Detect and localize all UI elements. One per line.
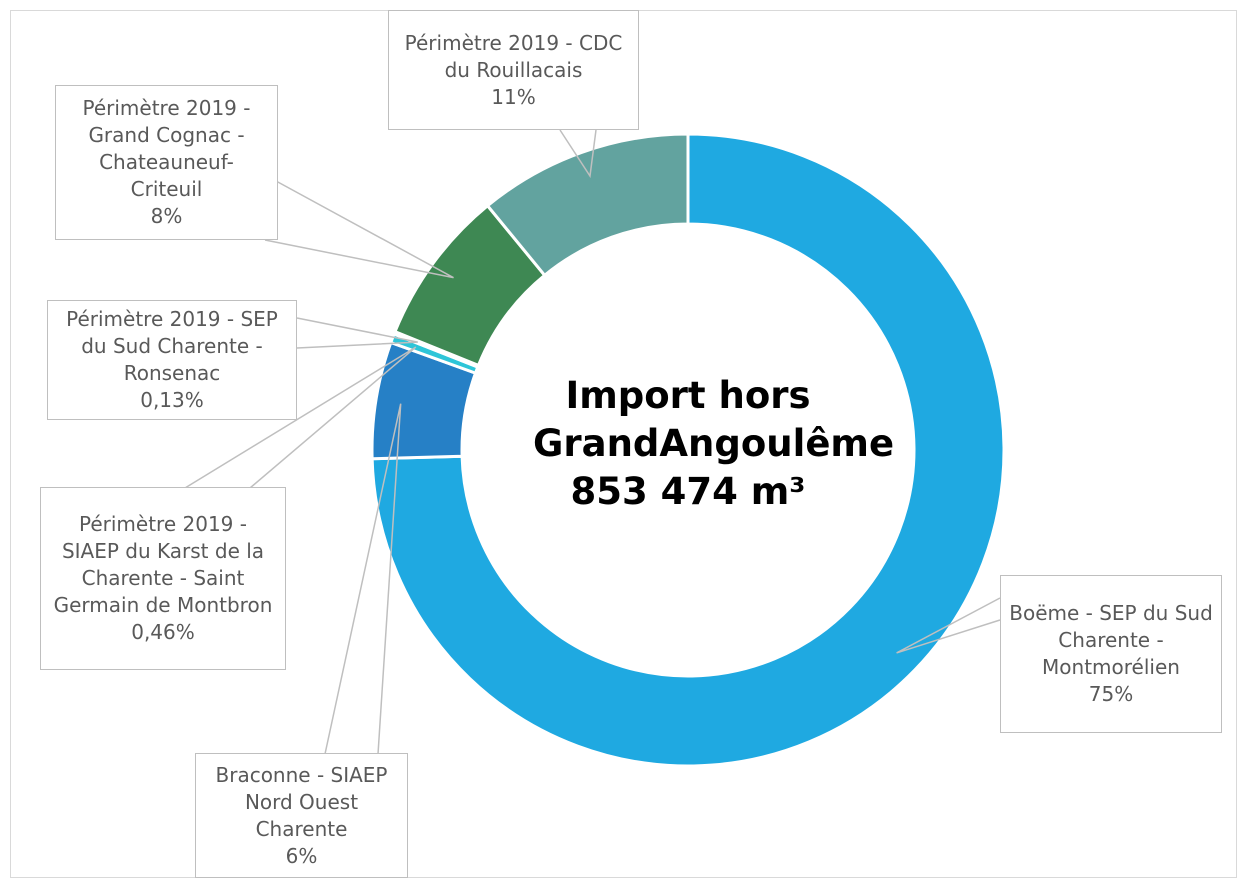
- data-label-text: Périmètre 2019 - SIAEP du Karst de la Ch…: [49, 511, 277, 646]
- donut-segment: [370, 132, 1006, 768]
- data-label-text: Périmètre 2019 - CDC du Rouillacais 11%: [397, 30, 630, 111]
- value-label: 6%: [285, 843, 318, 868]
- category-label: Braconne - SIAEP Nord Ouest Charente: [215, 762, 388, 841]
- value-label: 8%: [150, 204, 183, 228]
- leader-line: [324, 403, 402, 755]
- value-label: 75%: [1088, 682, 1134, 706]
- value-label: 0,46%: [131, 620, 195, 644]
- leader-line: [264, 174, 454, 279]
- data-label-text: Boëme - SEP du Sud Charente - Montmoréli…: [1009, 600, 1213, 708]
- data-label: Boëme - SEP du Sud Charente - Montmoréli…: [1000, 575, 1222, 733]
- data-label: Braconne - SIAEP Nord Ouest Charente 6%: [195, 753, 408, 878]
- leader-line: [184, 346, 417, 489]
- donut-segment: [485, 132, 690, 278]
- data-label: Périmètre 2019 - Grand Cognac - Chateaun…: [55, 85, 278, 240]
- value-label: 11%: [491, 84, 536, 109]
- data-label: Périmètre 2019 - CDC du Rouillacais 11%: [388, 10, 639, 130]
- category-label: Périmètre 2019 - CDC du Rouillacais: [404, 30, 623, 82]
- category-label: Périmètre 2019 - SEP du Sud Charente - R…: [66, 307, 278, 385]
- data-label-text: Braconne - SIAEP Nord Ouest Charente 6%: [204, 762, 399, 870]
- category-label: Périmètre 2019 - Grand Cognac - Chateaun…: [82, 96, 251, 201]
- leader-line: [559, 129, 597, 179]
- center-label: Import hors GrandAngoulême 853 474 m³: [533, 374, 895, 513]
- data-label-text: Périmètre 2019 - SEP du Sud Charente - R…: [56, 306, 288, 414]
- category-label: Boëme - SEP du Sud Charente - Montmoréli…: [1009, 601, 1213, 679]
- leader-line: [296, 317, 418, 349]
- leader-line: [896, 597, 1001, 654]
- data-label: Périmètre 2019 - SIAEP du Karst de la Ch…: [40, 487, 286, 670]
- data-label: Périmètre 2019 - SEP du Sud Charente - R…: [47, 300, 297, 420]
- category-label: Périmètre 2019 - SIAEP du Karst de la Ch…: [53, 512, 273, 617]
- value-label: 0,13%: [140, 388, 204, 412]
- data-label-text: Périmètre 2019 - Grand Cognac - Chateaun…: [64, 95, 269, 230]
